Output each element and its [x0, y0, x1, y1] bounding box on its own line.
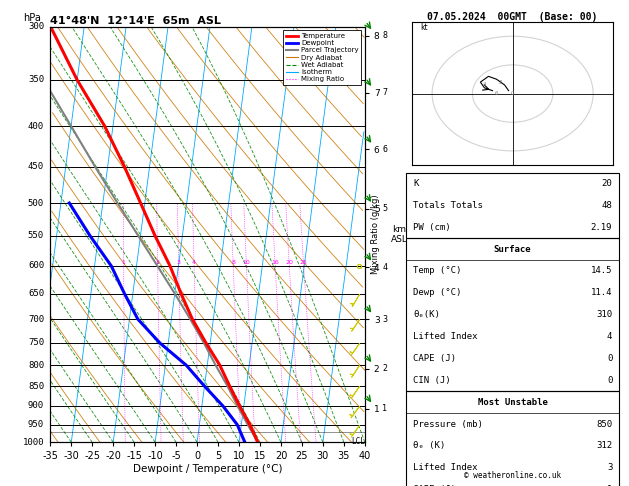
Text: CAPE (J): CAPE (J)	[413, 485, 456, 486]
Text: 8: 8	[231, 260, 235, 265]
Text: 2: 2	[155, 260, 160, 265]
Text: © weatheronline.co.uk: © weatheronline.co.uk	[464, 471, 561, 480]
Bar	[406, 238, 619, 391]
Text: Lifted Index: Lifted Index	[413, 332, 477, 341]
Text: 20: 20	[601, 179, 612, 188]
Text: 2: 2	[499, 80, 502, 85]
Text: 0: 0	[607, 354, 612, 363]
Text: Most Unstable: Most Unstable	[477, 398, 548, 407]
Text: 20: 20	[286, 260, 293, 265]
Text: 2.19: 2.19	[591, 223, 612, 232]
Text: 25: 25	[300, 260, 308, 265]
Text: Mixing Ratio (g/kg): Mixing Ratio (g/kg)	[371, 195, 381, 274]
Text: PW (cm): PW (cm)	[413, 223, 450, 232]
Text: Pressure (mb): Pressure (mb)	[413, 419, 483, 429]
Text: Lifted Index: Lifted Index	[413, 463, 477, 472]
Text: 312: 312	[596, 441, 612, 451]
Text: 11.4: 11.4	[591, 288, 612, 297]
Text: 5: 5	[382, 204, 387, 213]
Text: 16: 16	[271, 260, 279, 265]
Text: 1: 1	[607, 485, 612, 486]
Text: θₑ (K): θₑ (K)	[413, 441, 445, 451]
Text: 4: 4	[482, 83, 486, 87]
Text: 0: 0	[511, 91, 514, 96]
Text: 850: 850	[28, 382, 44, 391]
Text: K: K	[413, 179, 418, 188]
X-axis label: Dewpoint / Temperature (°C): Dewpoint / Temperature (°C)	[133, 464, 282, 474]
Text: 600: 600	[28, 261, 44, 270]
Text: 41°48'N  12°14'E  65m  ASL: 41°48'N 12°14'E 65m ASL	[50, 16, 221, 26]
Text: 1000: 1000	[23, 438, 44, 447]
Text: 6: 6	[494, 91, 498, 96]
Text: 950: 950	[28, 420, 44, 429]
Text: 750: 750	[28, 338, 44, 347]
Text: 400: 400	[28, 122, 44, 131]
Text: Surface: Surface	[494, 244, 532, 254]
Text: CIN (J): CIN (J)	[413, 376, 450, 385]
Text: 800: 800	[28, 361, 44, 370]
Text: Dewp (°C): Dewp (°C)	[413, 288, 462, 297]
Text: 3: 3	[607, 463, 612, 472]
Text: 6: 6	[382, 145, 387, 154]
Text: 700: 700	[28, 314, 44, 324]
Bar	[406, 173, 619, 238]
Text: Temp (°C): Temp (°C)	[413, 266, 462, 276]
Text: 1: 1	[382, 404, 387, 414]
Text: 850: 850	[596, 419, 612, 429]
Text: kt: kt	[420, 23, 428, 33]
Legend: Temperature, Dewpoint, Parcel Trajectory, Dry Adiabat, Wet Adiabat, Isotherm, Mi: Temperature, Dewpoint, Parcel Trajectory…	[283, 30, 361, 85]
Text: 0: 0	[607, 376, 612, 385]
Text: 310: 310	[596, 310, 612, 319]
Text: CAPE (J): CAPE (J)	[413, 354, 456, 363]
Text: 3: 3	[177, 260, 181, 265]
Text: hPa: hPa	[24, 13, 42, 22]
Text: 07.05.2024  00GMT  (Base: 00): 07.05.2024 00GMT (Base: 00)	[428, 12, 598, 22]
Text: 1: 1	[122, 260, 126, 265]
Text: 450: 450	[28, 162, 44, 171]
Text: 300: 300	[28, 22, 44, 31]
Text: 2: 2	[382, 364, 387, 373]
Text: 900: 900	[28, 401, 44, 410]
Text: 650: 650	[28, 289, 44, 298]
Text: 3: 3	[382, 314, 387, 324]
Y-axis label: km
ASL: km ASL	[391, 225, 408, 244]
Text: 4: 4	[382, 262, 387, 272]
Text: 7: 7	[382, 88, 387, 97]
Text: θₑ(K): θₑ(K)	[413, 310, 440, 319]
Text: 14.5: 14.5	[591, 266, 612, 276]
Text: 10: 10	[243, 260, 250, 265]
Text: LCL: LCL	[351, 437, 365, 446]
Text: 48: 48	[601, 201, 612, 210]
Text: Totals Totals: Totals Totals	[413, 201, 483, 210]
Text: 8: 8	[382, 31, 387, 40]
Text: 4: 4	[192, 260, 196, 265]
Bar	[406, 391, 619, 486]
Text: 550: 550	[28, 231, 44, 241]
Text: 500: 500	[28, 199, 44, 208]
Text: 350: 350	[28, 75, 44, 85]
Text: 4: 4	[607, 332, 612, 341]
